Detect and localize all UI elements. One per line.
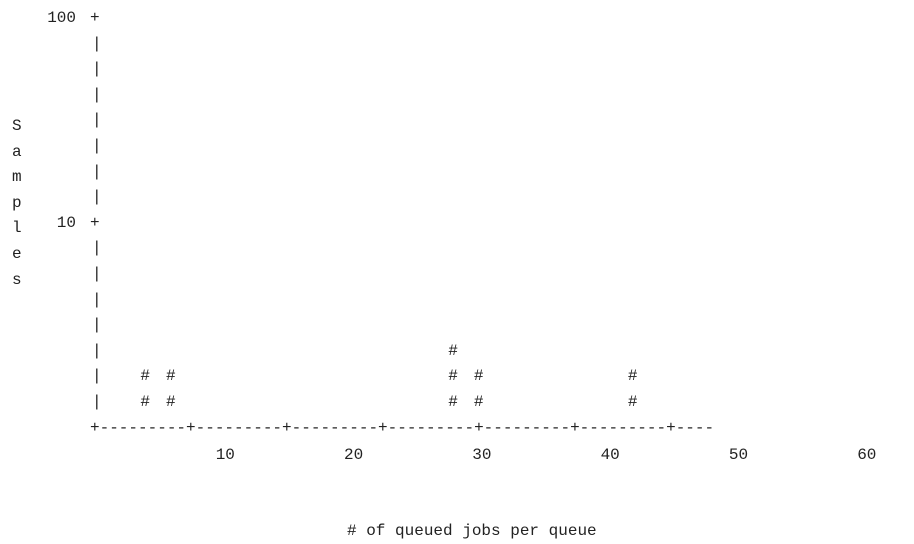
y-axis-label-char: a [12,142,22,161]
bar-mark: # [627,393,638,411]
y-axis-segment: | [92,341,102,360]
bar-mark: # [165,393,176,411]
x-tick-label: 30 [472,446,492,464]
y-axis-segment: | [92,60,102,79]
y-axis-label-char: l [12,219,22,238]
y-axis-label-char: p [12,193,22,212]
x-tick-label: 20 [343,446,364,464]
y-axis-segment: | [92,290,102,309]
y-axis-segment: | [92,188,102,207]
y-axis-label-char: s [12,270,22,289]
x-tick-label: 50 [728,446,749,464]
bar-mark: # [448,393,458,411]
x-tick-label: 60 [857,446,877,464]
y-axis-segment: | [92,393,102,411]
y-axis-segment: | [92,137,102,155]
y-axis-segment: | [92,265,102,283]
y-axis-segment: | [92,367,102,386]
x-tick-label: 40 [600,446,620,464]
y-axis-segment: | [92,85,102,104]
y-axis-segment: | [92,111,102,130]
x-tick-label: 10 [215,446,235,464]
y-tick-label: 100 [47,9,76,27]
y-axis-label-char: e [12,244,22,263]
y-tick-mark: + [90,213,100,232]
x-axis-label: # of queued jobs per queue [347,522,597,540]
x-axis-line-text: +---------+---------+---------+---------… [90,419,715,437]
y-axis-label-char: m [12,168,22,187]
y-axis-segment: | [92,316,102,335]
bar-mark: # [473,367,484,386]
bar-mark: # [165,367,176,386]
y-axis-segment: | [92,162,102,181]
bar-mark: # [473,393,484,411]
y-tick-mark: + [90,9,100,27]
bar-mark: # [140,393,150,411]
bar-mark: # [627,367,638,386]
bar-mark: # [448,367,458,386]
y-axis-segment: | [92,239,102,258]
y-axis-segment: | [92,34,102,53]
y-tick-label: 10 [56,213,76,232]
bar-mark: # [140,367,150,386]
y-axis-label-char: S [12,117,22,135]
bar-mark: # [448,341,458,360]
